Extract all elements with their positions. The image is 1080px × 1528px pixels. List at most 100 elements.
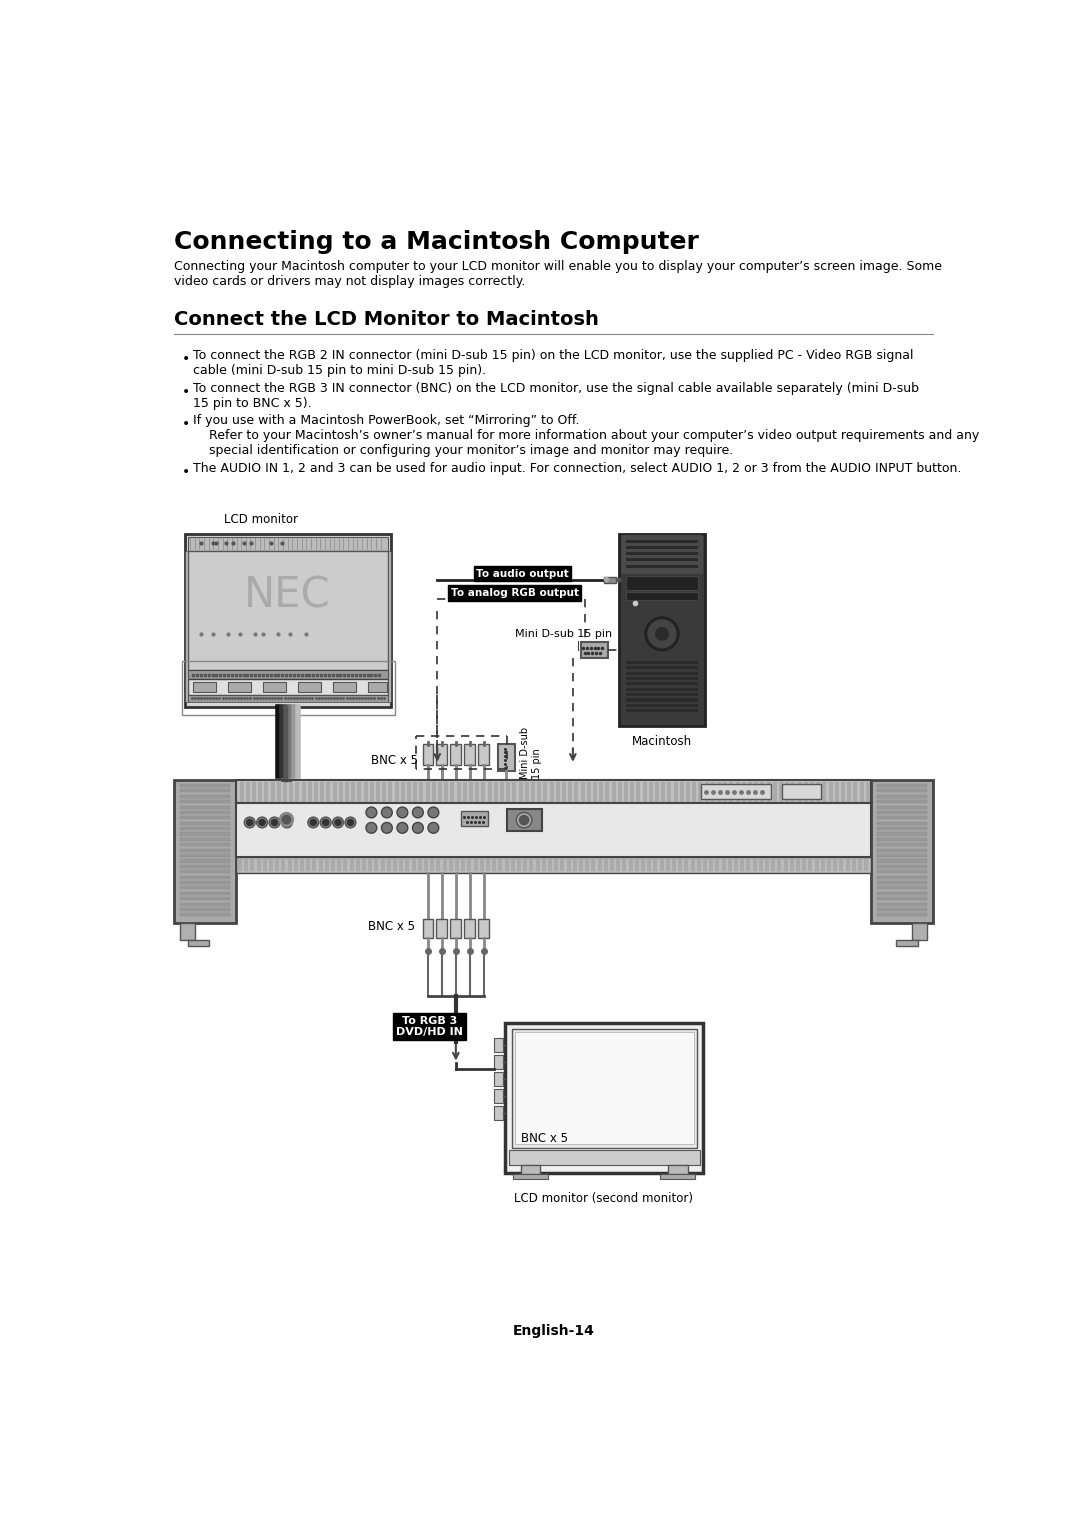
Bar [180,882,230,885]
Bar [877,914,927,917]
Bar [180,908,230,911]
Bar [754,782,758,802]
Bar [376,782,380,802]
Bar [711,782,715,802]
Bar [426,782,430,802]
Bar [443,859,446,871]
Bar [367,681,387,692]
Bar [625,576,699,590]
Bar [568,782,572,802]
Bar [859,859,862,871]
Bar [504,859,509,871]
Circle shape [413,807,423,817]
Bar [394,782,399,802]
Bar [877,871,927,874]
Circle shape [345,817,356,828]
Bar [180,923,195,940]
Bar [593,782,597,802]
Bar [351,782,355,802]
Bar [308,782,312,802]
Bar [382,782,387,802]
Bar [357,782,362,802]
Bar [542,859,545,871]
Bar [444,782,448,802]
Bar [511,859,515,871]
Bar [262,859,267,871]
Bar [809,859,812,871]
Bar [631,782,634,802]
Bar [524,859,527,871]
Bar [193,681,216,692]
Bar [486,859,490,871]
Text: Connecting to a Macintosh Computer: Connecting to a Macintosh Computer [174,229,699,254]
Text: BNC x 5: BNC x 5 [372,755,418,767]
Circle shape [366,807,377,817]
Bar [494,782,498,802]
Bar [699,782,702,802]
Bar [740,859,744,871]
Bar [643,782,647,802]
Circle shape [381,822,392,833]
Bar [611,782,616,802]
Text: Macintosh: Macintosh [632,735,692,749]
Bar [180,897,230,900]
Bar [625,671,699,675]
Bar [877,876,927,879]
Bar [282,859,285,871]
Bar [186,533,391,707]
Bar [661,782,665,802]
Bar [635,859,638,871]
Bar [174,781,235,923]
Bar [649,782,652,802]
Bar [180,837,230,840]
Bar [678,859,683,871]
Bar [296,782,299,802]
Bar [298,681,321,692]
Bar [488,782,491,802]
Bar [180,801,230,804]
Bar [543,782,548,802]
Bar [660,859,663,871]
Bar [339,782,342,802]
Bar [235,804,872,857]
Text: Connect the LCD Monitor to Macintosh: Connect the LCD Monitor to Macintosh [174,310,598,330]
Bar [835,782,839,802]
Bar [400,859,403,871]
Bar [877,784,927,787]
Bar [180,816,230,819]
Bar [567,859,570,871]
Bar [604,578,616,584]
Bar [619,533,704,726]
Bar [337,859,341,871]
Text: English-14: English-14 [513,1325,594,1339]
Bar [685,859,688,871]
Text: LCD monitor: LCD monitor [225,513,298,526]
Bar [463,782,467,802]
Bar [180,865,230,868]
Bar [581,782,584,802]
Bar [271,782,274,802]
Bar [625,564,699,567]
Bar [759,859,762,871]
Bar [877,854,927,857]
Bar [246,782,249,802]
Bar [469,782,473,802]
Bar [629,859,633,871]
Bar [877,892,927,895]
Bar [877,801,927,804]
Bar [647,859,651,871]
Bar [710,859,713,871]
Bar [457,782,460,802]
Bar [704,782,708,802]
Bar [521,1166,540,1175]
Bar [691,859,694,871]
Bar [575,782,578,802]
Bar [672,859,676,871]
Bar [666,859,670,871]
Bar [692,782,697,802]
Bar [585,859,590,871]
Bar [625,694,699,697]
Circle shape [246,819,253,825]
Bar [252,782,256,802]
Bar [269,859,273,871]
